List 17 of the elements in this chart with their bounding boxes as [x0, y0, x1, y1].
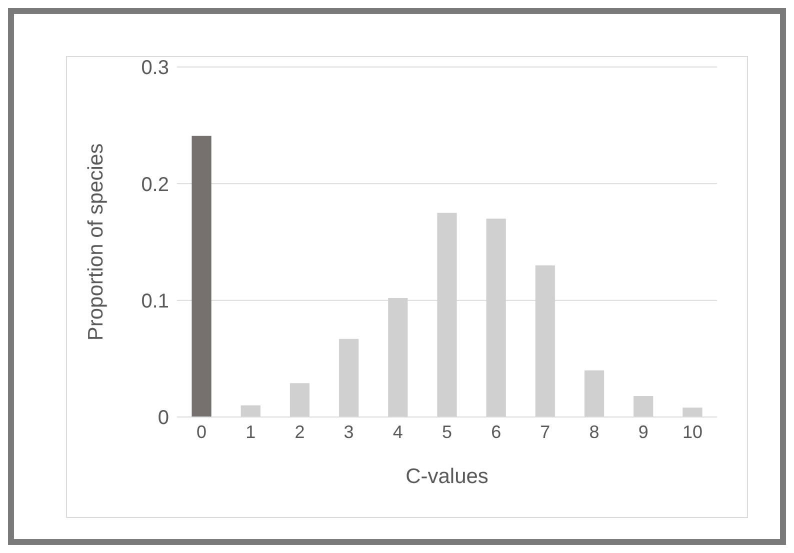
- x-tick-label: 3: [344, 422, 354, 442]
- x-tick-label: 7: [540, 422, 550, 442]
- x-tick-label: 8: [589, 422, 600, 442]
- y-tick-label: 0.3: [141, 57, 169, 80]
- y-tick-label: 0.1: [141, 290, 169, 312]
- bar: [192, 136, 212, 417]
- x-axis-title: C-values: [406, 465, 488, 488]
- x-tick-label: 6: [491, 422, 502, 442]
- x-tick-label: 10: [682, 422, 702, 442]
- x-tick-label: 0: [196, 422, 207, 442]
- x-tick-label: 9: [638, 422, 648, 442]
- y-tick-label: 0.2: [141, 174, 169, 196]
- x-tick-label: 1: [246, 422, 256, 442]
- y-axis-title: Proportion of species: [84, 143, 108, 341]
- x-tick-label: 4: [392, 422, 403, 442]
- x-tick-label: 5: [442, 422, 452, 442]
- x-tick-label: 2: [294, 422, 305, 442]
